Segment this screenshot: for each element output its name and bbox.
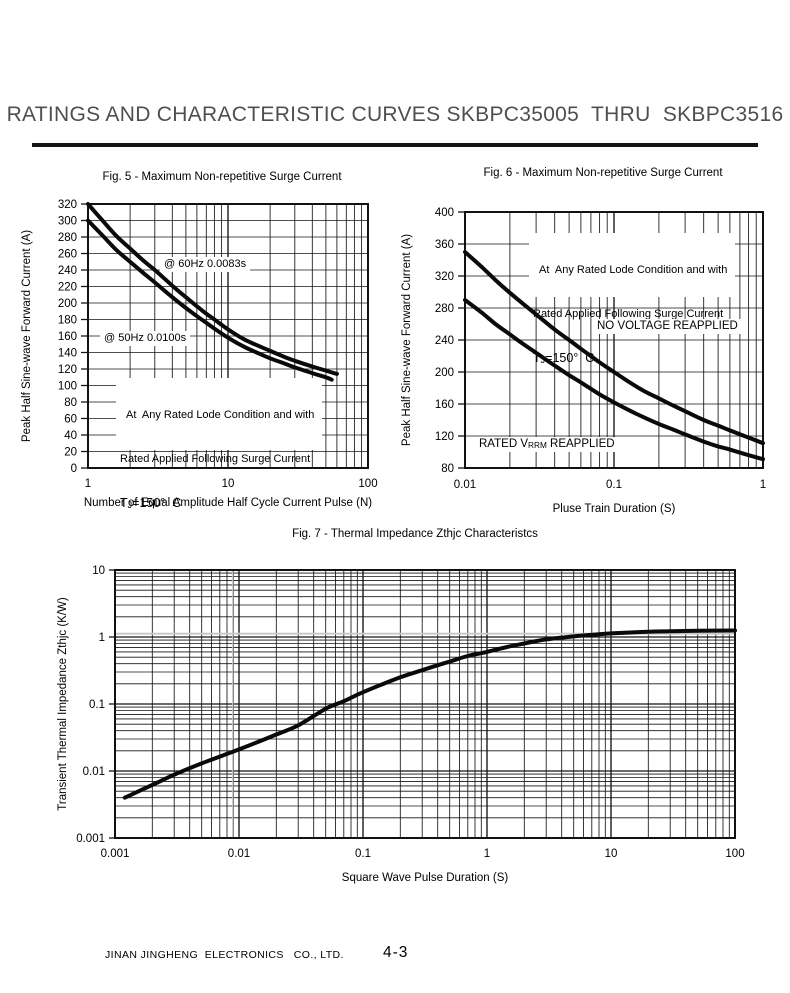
axis-tick-labels: 80 120 160 200 240 280 320 360 400 0.01 0.1 1 [435,207,766,491]
fig5-title: Fig. 5 - Maximum Non-repetitive Surge Cu… [102,171,342,183]
y-axis-title: Peak Half Sine-wave Forward Current (A) [21,230,33,442]
condition-line-tj: TJ=150° C [533,351,731,367]
y-tick-label: 220 [58,282,77,294]
y-tick-label: 40 [64,430,77,442]
x-tick-label: 100 [725,848,744,860]
tj-value: =150° C [132,496,182,510]
y-tick-label: 160 [58,331,77,343]
y-tick-label: 1 [99,632,105,644]
condition-line-tj: TJ=150° C [120,496,318,512]
page-title: RATINGS AND CHARACTERISTIC CURVES SKBPC3… [6,103,784,126]
x-tick-label: 10 [605,848,618,860]
tj-value: =150° C [545,351,595,365]
fig7-grid: 0.001 0.01 0.1 1 10 0.001 0.01 0.1 1 10 100 Square … [57,565,745,884]
x-tick-label: 1 [85,478,91,490]
y-tick-label: 0.001 [76,833,105,845]
y-axis-title: Peak Half Sine-wave Forward Current (A) [401,234,413,446]
x-tick-label: 0.001 [101,848,130,860]
x-tick-label: 10 [222,478,235,490]
y-tick-label: 260 [58,249,77,261]
axis-tick-labels: 0.001 0.01 0.1 1 10 0.001 0.01 0.1 1 10 100 [76,565,744,860]
gridlines [109,569,736,839]
y-tick-label: 360 [435,239,454,251]
fig5-condition-note: At Any Rated Lode Condition and with Rat… [116,378,322,510]
fig6-label-no-voltage: NO VOLTAGE REAPPLIED [593,319,742,334]
y-tick-label: 20 [64,447,77,459]
rated-text: RATED V [479,438,528,450]
y-tick-label: 280 [435,303,454,315]
x-axis-title: Square Wave Pulse Duration (S) [342,872,509,884]
y-tick-label: 10 [92,565,105,577]
y-axis-title: Transient Thermal Impedance Zthjc (K/W) [57,597,69,811]
fig7-figure: 0.001 0.01 0.1 1 10 0.001 0.01 0.1 1 10 100 Square … [40,545,760,890]
x-tick-label: 1 [484,848,490,860]
x-tick-label: 100 [358,478,377,490]
title-rule [32,143,758,147]
y-tick-label: 200 [435,367,454,379]
y-tick-label: 200 [58,298,77,310]
x-tick-label: 0.01 [228,848,250,860]
y-tick-label: 400 [435,207,454,219]
fig6-figure: 80 120 160 200 240 280 320 360 400 0.01 0.1 1 Pluse … [395,160,780,515]
fig5-label-60hz: @ 60Hz 0.0083s [160,257,251,272]
axis-tick-labels: 0 20 40 60 80 100 120 140 160 180 200 220 240 260 280 3… [58,199,378,490]
y-tick-label: 100 [58,381,77,393]
tj-symbol: T [533,351,541,365]
vrrm-subscript: RRM [528,441,547,450]
y-tick-label: 0.1 [89,699,105,711]
y-tick-label: 240 [435,335,454,347]
x-axis-title: Number of Equal Amplitude Half Cycle Cur… [84,497,372,509]
tj-subscript: J [127,500,133,510]
x-tick-label: 1 [760,479,766,491]
tj-subscript: J [540,355,546,365]
y-tick-label: 80 [441,463,454,475]
y-tick-label: 80 [64,397,77,409]
y-tick-label: 160 [435,399,454,411]
x-axis-title: Pluse Train Duration (S) [553,503,676,515]
footer-company: JINAN JINGHENG ELECTRONICS CO., LTD. [105,949,344,961]
y-tick-label: 0.01 [83,766,105,778]
fig5-figure: 0 20 40 60 80 100 120 140 160 180 200 220 240 260 280 3… [10,160,390,510]
fig5-label-50hz: @ 50Hz 0.0100s [100,331,191,346]
y-tick-label: 120 [435,431,454,443]
x-tick-label: 0.1 [606,479,622,491]
y-tick-label: 320 [58,199,77,211]
fig7-title: Fig. 7 - Thermal Impedance Zthjc Charact… [292,528,538,540]
y-tick-label: 300 [58,216,77,228]
y-tick-label: 60 [64,414,77,426]
condition-line-1: At Any Rated Lode Condition and with [126,409,315,421]
fig6-condition-note: At Any Rated Lode Condition and with Rat… [529,233,735,365]
y-tick-label: 120 [58,364,77,376]
y-tick-label: 180 [58,315,77,327]
y-tick-label: 320 [435,271,454,283]
reapplied-text: REAPPLIED [546,438,615,450]
y-tick-label: 140 [58,348,77,360]
fig6-label-rated-vrrm: RATED VRRM REAPPLIED [475,437,619,452]
y-tick-label: 280 [58,232,77,244]
tj-symbol: T [120,496,128,510]
condition-line-2: Rated Applied Following Surge Current [120,452,311,465]
x-tick-label: 0.1 [355,848,371,860]
y-tick-label: 0 [71,463,77,475]
y-tick-label: 240 [58,265,77,277]
fig6-title: Fig. 6 - Maximum Non-repetitive Surge Cu… [483,167,723,179]
footer-page-number: 4-3 [383,944,409,961]
condition-line-1: At Any Rated Lode Condition and with [539,264,728,276]
x-tick-label: 0.01 [454,479,476,491]
